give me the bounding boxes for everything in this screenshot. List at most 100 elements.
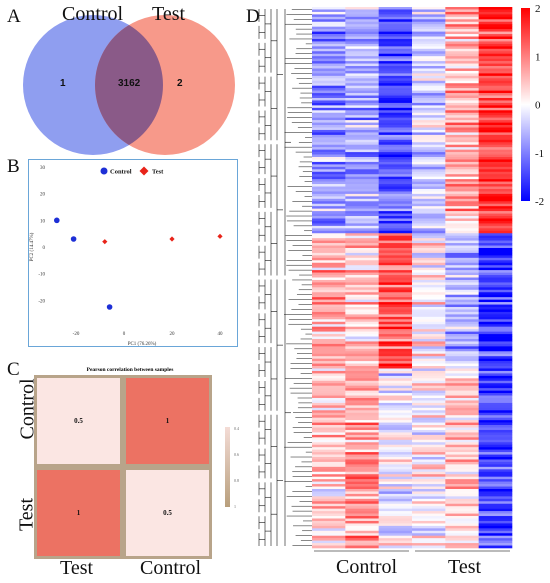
heatmap-cell <box>378 535 413 539</box>
heatmap-cell <box>478 452 513 455</box>
heatmap-cell <box>378 157 413 160</box>
heatmap-cell <box>345 137 379 141</box>
heatmap-cell <box>345 176 379 180</box>
heatmap-cell <box>378 314 413 318</box>
heatmap-cell <box>445 75 479 79</box>
heatmap-cell <box>445 169 479 173</box>
heatmap-cell <box>312 309 346 313</box>
heatmap-cell <box>378 240 413 244</box>
correlation-color-scale: 0.4 0.6 0.8 1 <box>225 426 239 509</box>
heatmap-cell <box>478 464 513 468</box>
heatmap-cell <box>345 97 379 101</box>
heatmap-cell <box>478 437 513 441</box>
heatmap-cell <box>312 538 346 541</box>
heatmap-cell <box>378 220 413 224</box>
heatmap-cell <box>478 184 513 187</box>
heatmap-cell <box>345 208 379 212</box>
heatmap-cell <box>378 166 413 170</box>
heatmap-cell <box>378 26 413 30</box>
heatmap-cell <box>412 122 446 126</box>
heatmap-cell <box>445 152 479 155</box>
heatmap-cell <box>445 459 479 463</box>
heatmap-cell <box>412 476 446 480</box>
heatmap-cell <box>312 516 346 519</box>
heatmap-cell <box>478 294 513 298</box>
heatmap-cell <box>378 230 413 234</box>
heatmap-cell <box>312 80 346 84</box>
heatmap-cell <box>345 543 379 546</box>
heatmap-cell <box>312 179 346 182</box>
heatmap-cell <box>412 58 446 62</box>
heatmap-cell <box>312 83 346 86</box>
heatmap-cell <box>312 348 346 352</box>
heatmap-cell <box>378 257 413 261</box>
heatmap-cell <box>478 420 513 423</box>
heatmap-cell <box>478 469 513 473</box>
heatmap-cell <box>445 439 479 443</box>
heatmap-cell <box>412 538 446 541</box>
heatmap-cell <box>412 457 446 460</box>
heatmap-cell <box>378 51 413 55</box>
heatmap-cell <box>412 233 446 236</box>
heatmap-cell <box>478 139 513 143</box>
correlation-cell-label: 1 <box>166 417 170 425</box>
venn-overlap-count: 3162 <box>118 78 141 89</box>
heatmap-cell <box>378 356 413 359</box>
heatmap-cell <box>378 73 413 77</box>
heatmap-cell <box>478 250 513 254</box>
heatmap-cell <box>478 95 513 99</box>
heatmap-cell <box>478 457 513 460</box>
heatmap-cell <box>412 373 446 377</box>
heatmap-cell <box>312 410 346 414</box>
heatmap-cell <box>378 520 413 524</box>
heatmap-cell <box>478 493 513 497</box>
heatmap-cell <box>312 36 346 40</box>
heatmap-cell <box>345 405 379 409</box>
heatmap-cell <box>412 7 446 10</box>
heatmap-cell <box>412 338 446 342</box>
heatmap-cell <box>312 289 346 293</box>
heatmap-cell <box>478 378 513 382</box>
heatmap-cell <box>478 402 513 406</box>
heatmap-cell <box>478 85 513 89</box>
heatmap-cell <box>312 223 346 227</box>
heatmap-cell <box>312 464 346 468</box>
heatmap-cell <box>312 154 346 158</box>
heatmap-cell <box>312 46 346 50</box>
heatmap-cell <box>378 110 413 114</box>
heatmap-cell <box>312 255 346 259</box>
heatmap-cell <box>345 304 379 308</box>
venn-test-only-count: 2 <box>177 78 183 89</box>
expression-heatmap: 2 1 0 -1 -2 <box>258 3 544 552</box>
heatmap-cell <box>312 503 346 507</box>
heatmap-cell <box>412 213 446 217</box>
heatmap-cell <box>312 307 346 310</box>
heatmap-cell <box>478 530 513 534</box>
heatmap-cell <box>478 252 513 256</box>
heatmap-cell <box>478 397 513 401</box>
heatmap-cell <box>378 390 413 394</box>
heatmap-cell <box>345 474 379 477</box>
heatmap-cell <box>445 297 479 300</box>
correlation-scale-label: 0.8 <box>234 478 239 483</box>
heatmap-cell <box>345 63 379 67</box>
heatmap-cell <box>412 400 446 404</box>
heatmap-cell <box>478 471 513 475</box>
heatmap-cell <box>378 68 413 72</box>
heatmap-cell <box>412 496 446 500</box>
heatmap-cell <box>412 186 446 190</box>
heatmap-cell <box>412 297 446 300</box>
heatmap-cell <box>445 493 479 497</box>
heatmap-cell <box>378 457 413 460</box>
heatmap-cell <box>445 216 479 219</box>
heatmap-cell <box>378 218 413 222</box>
heatmap-cell <box>378 304 413 308</box>
heatmap-cell <box>445 397 479 401</box>
legend-control-label: Control <box>110 169 132 176</box>
heatmap-cell <box>312 184 346 187</box>
heatmap-cell <box>378 410 413 414</box>
legend-test-marker <box>139 166 149 176</box>
heatmap-cell <box>345 488 379 492</box>
heatmap-cell <box>445 129 479 133</box>
panel-letter-b: B <box>7 156 20 177</box>
